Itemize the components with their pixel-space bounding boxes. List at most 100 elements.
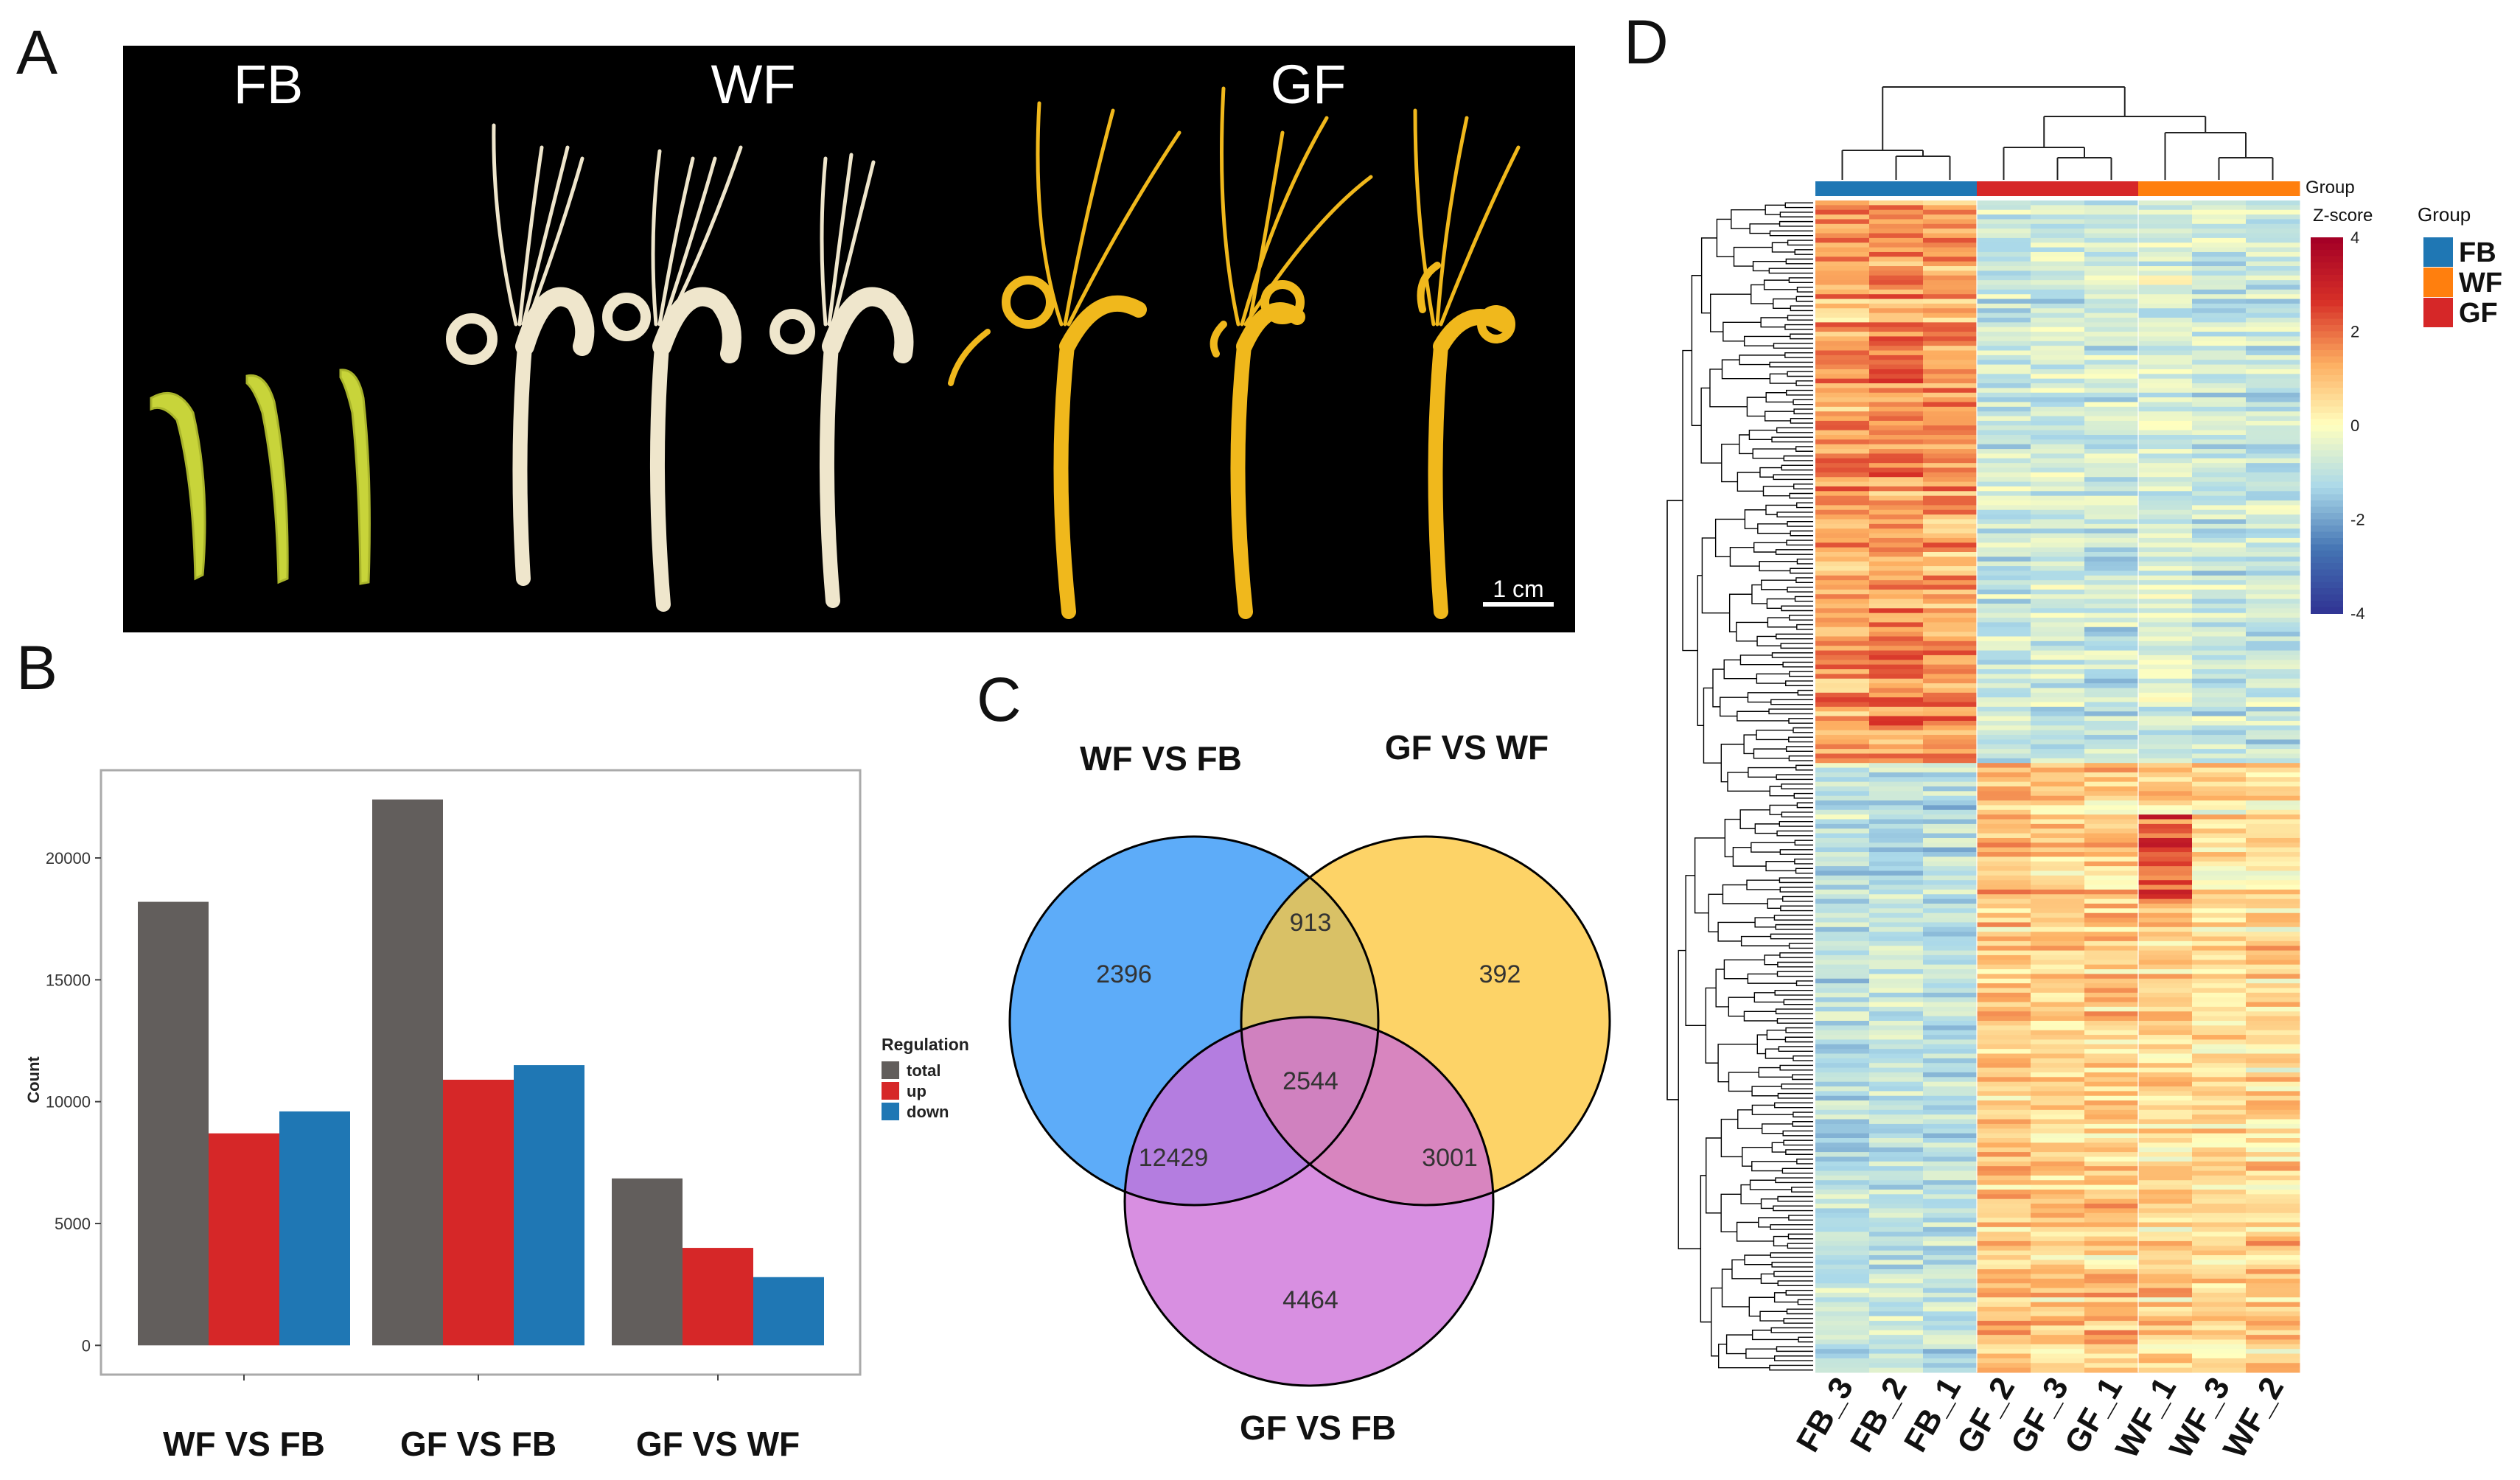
heatmap-cell: [2192, 486, 2247, 492]
heatmap-cell: [2084, 280, 2139, 285]
heatmap-cell: [2246, 458, 2300, 464]
heatmap-cell: [2246, 1086, 2300, 1092]
heatmap-cell: [2246, 706, 2300, 712]
heatmap-cell: [2138, 1232, 2193, 1238]
heatmap-cell: [1923, 561, 1978, 567]
panel-c-label: C: [977, 665, 1022, 734]
heatmap-cell: [2031, 1240, 2085, 1246]
heatmap-cell: [2246, 1246, 2300, 1252]
heatmap-cell: [1923, 1316, 1978, 1322]
heatmap-cell: [1977, 598, 2031, 604]
heatmap-cell: [2084, 1128, 2139, 1134]
heatmap-cell: [2031, 1142, 2085, 1148]
heatmap-cell: [2192, 640, 2247, 646]
heatmap-cell: [1977, 692, 2031, 698]
heatmap-cell: [1977, 214, 2031, 220]
heatmap-cell: [2138, 809, 2193, 815]
heatmap-cell: [1815, 908, 1870, 914]
heatmap-cell: [1869, 730, 1924, 736]
heatmap-cell: [2138, 837, 2193, 843]
heatmap-cell: [1977, 505, 2031, 511]
heatmap-cell: [1923, 1091, 1978, 1097]
heatmap-cell: [1869, 678, 1924, 684]
heatmap-cell: [2031, 936, 2085, 942]
heatmap-cell: [2084, 1250, 2139, 1256]
heatmap-cell: [1977, 678, 2031, 684]
heatmap-cell: [2138, 781, 2193, 787]
heatmap-cell: [1869, 786, 1924, 792]
heatmap-cell: [1923, 730, 1978, 736]
heatmap-cell: [2084, 1212, 2139, 1218]
heatmap-cell: [1869, 1006, 1924, 1012]
row-dendrogram-branch: [1789, 492, 1813, 499]
heatmap-cell: [2246, 1204, 2300, 1209]
heatmap-cell: [1815, 318, 1870, 323]
row-dendrogram-branch: [1770, 1224, 1813, 1230]
venn-region-count: 2544: [1282, 1067, 1338, 1095]
heatmap-cell: [1923, 1297, 1978, 1303]
row-dendrogram-branch: [1721, 1268, 1750, 1308]
heatmap-cell: [2246, 640, 2300, 646]
heatmap-cell: [2084, 1349, 2139, 1355]
heatmap-cell: [1869, 313, 1924, 318]
heatmap-cell: [2138, 777, 2193, 783]
heatmap-cell: [1923, 692, 1978, 698]
heatmap-cell: [2084, 519, 2139, 525]
heatmap-cell: [1815, 392, 1870, 398]
heatmap-cell: [1923, 608, 1978, 614]
heatmap-cell: [1977, 767, 2031, 773]
heatmap-cell: [1923, 200, 1978, 206]
heatmap-cell: [2192, 289, 2247, 295]
group-legend-swatch-WF: [2423, 268, 2453, 297]
heatmap-cell: [1869, 983, 1924, 988]
heatmap-cell: [1869, 1212, 1924, 1218]
heatmap-cell: [1923, 1095, 1978, 1101]
heatmap-cell: [2031, 256, 2085, 262]
heatmap-cell: [2084, 360, 2139, 366]
heatmap-cell: [2246, 988, 2300, 994]
heatmap-cell: [2192, 1204, 2247, 1209]
heatmap-cell: [1869, 388, 1924, 394]
heatmap-cell: [2084, 889, 2139, 895]
heatmap-cell: [1923, 880, 1978, 886]
heatmap-cell: [2192, 688, 2247, 694]
heatmap-cell: [2138, 697, 2193, 703]
heatmap-cell: [2138, 908, 2193, 914]
heatmap-cell: [1869, 1204, 1924, 1209]
heatmap-cell: [1815, 720, 1870, 726]
heatmap-cell: [2138, 842, 2193, 848]
heatmap-cell: [1923, 964, 1978, 970]
row-dendrogram-branch: [1782, 896, 1813, 902]
heatmap-cell: [1869, 650, 1924, 656]
heatmap-cell: [2031, 1194, 2085, 1200]
heatmap-cell: [2031, 1339, 2085, 1345]
row-dendrogram-branch: [1765, 392, 1794, 403]
heatmap-cell: [1869, 420, 1924, 426]
heatmap-cell: [2192, 603, 2247, 609]
heatmap-cell: [2031, 767, 2085, 773]
heatmap-cell: [2246, 1218, 2300, 1223]
heatmap-column-labels: FB_3FB_2FB_1GF_2GF_3GF_1WF_1WF_3WF_2: [1790, 1372, 2291, 1465]
heatmap-cell: [1923, 477, 1978, 483]
heatmap-cell: [1815, 505, 1870, 511]
heatmap-cell: [2084, 730, 2139, 736]
heatmap-cell: [2246, 1339, 2300, 1345]
heatmap-cell: [1815, 453, 1870, 459]
heatmap-cell: [1977, 430, 2031, 436]
heatmap-cell: [1815, 467, 1870, 473]
heatmap-cell: [1923, 884, 1978, 890]
heatmap-cell: [1923, 270, 1978, 276]
row-dendrogram-branch: [1775, 1177, 1813, 1184]
heatmap-cell: [2192, 318, 2247, 323]
heatmap-cell: [1815, 960, 1870, 966]
heatmap-cell: [1977, 1288, 2031, 1294]
x-tick-label: GF VS WF: [636, 1425, 800, 1463]
heatmap-cell: [1923, 1030, 1978, 1036]
heatmap-cell: [1869, 537, 1924, 543]
row-dendrogram-branch: [1790, 305, 1813, 312]
heatmap-cell: [1977, 1236, 2031, 1242]
row-dendrogram-branch: [1776, 774, 1813, 781]
heatmap-cell: [1815, 1278, 1870, 1284]
